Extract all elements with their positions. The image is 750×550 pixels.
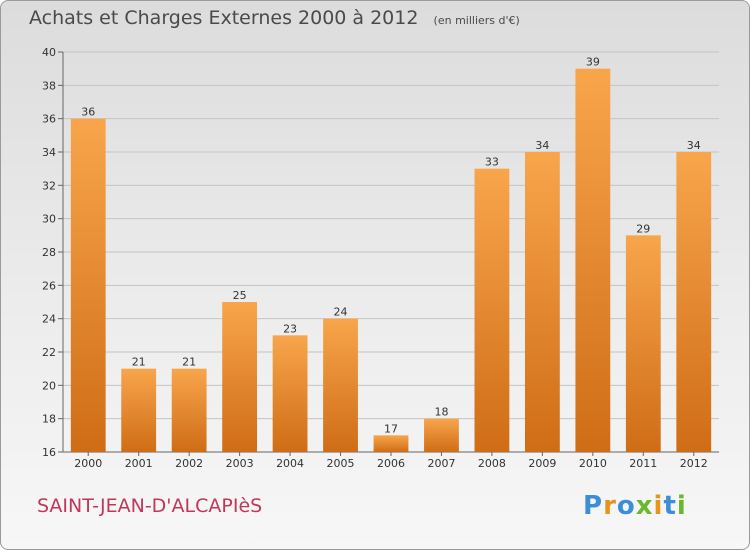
bar (171, 368, 207, 452)
bar (575, 68, 611, 453)
data-label: 21 (182, 356, 196, 369)
y-tick-label: 20 (42, 379, 56, 392)
bar (323, 318, 358, 452)
proxiti-logo[interactable]: Proxiti (583, 491, 687, 521)
y-tick-label: 28 (42, 246, 56, 259)
data-label: 36 (81, 106, 95, 119)
logo-letter: r (603, 491, 617, 521)
y-tick-label: 18 (42, 413, 56, 426)
chart-unit: (en milliers d'€) (433, 14, 520, 27)
x-tick-label: 2002 (175, 457, 203, 470)
data-label: 23 (283, 322, 297, 335)
logo-letter: i (676, 491, 687, 521)
chart-title: Achats et Charges Externes 2000 à 2012 (29, 7, 419, 29)
data-label: 34 (687, 139, 701, 152)
y-tick-label: 40 (42, 46, 56, 59)
y-tick-label: 22 (42, 346, 56, 359)
y-tick-label: 26 (42, 279, 56, 292)
bar (625, 235, 661, 452)
logo-letter: o (616, 491, 636, 521)
y-tick-label: 36 (42, 113, 56, 126)
bar (121, 368, 157, 452)
bar (70, 118, 106, 453)
data-label: 29 (636, 222, 650, 235)
logo-letter: x (635, 491, 654, 521)
x-tick-label: 2005 (327, 457, 355, 470)
x-tick-label: 2003 (226, 457, 254, 470)
data-label: 25 (233, 289, 247, 302)
y-tick-label: 34 (42, 146, 56, 159)
bar (424, 418, 459, 452)
x-tick-label: 2004 (276, 457, 304, 470)
data-label: 17 (384, 422, 398, 435)
data-label: 18 (434, 406, 448, 419)
x-tick-label: 2001 (125, 457, 153, 470)
logo-letter: i (653, 491, 664, 521)
logo-letter: t (663, 491, 677, 521)
chart-title-wrap: Achats et Charges Externes 2000 à 2012 (… (29, 7, 520, 29)
x-tick-label: 2009 (528, 457, 556, 470)
data-label: 39 (586, 56, 600, 69)
bar (373, 435, 409, 452)
x-tick-label: 2012 (680, 457, 708, 470)
x-tick-label: 2008 (478, 457, 506, 470)
logo-letter: P (583, 491, 604, 521)
data-label: 21 (132, 356, 146, 369)
y-tick-label: 16 (42, 446, 56, 459)
data-label: 34 (535, 139, 549, 152)
y-tick-label: 30 (42, 213, 56, 226)
y-tick-label: 38 (42, 79, 56, 92)
data-label: 24 (334, 306, 348, 319)
data-label: 33 (485, 156, 499, 169)
place-name: SAINT-JEAN-D'ALCAPIèS (37, 495, 263, 517)
y-tick-label: 32 (42, 179, 56, 192)
bar (272, 335, 308, 452)
bar (676, 152, 712, 452)
bar (474, 168, 510, 452)
x-tick-label: 2007 (427, 457, 455, 470)
x-tick-label: 2010 (579, 457, 607, 470)
x-tick-label: 2011 (629, 457, 657, 470)
x-tick-label: 2006 (377, 457, 405, 470)
x-tick-label: 2000 (74, 457, 102, 470)
bar (222, 302, 258, 452)
bar (524, 152, 560, 452)
y-tick-label: 24 (42, 313, 56, 326)
